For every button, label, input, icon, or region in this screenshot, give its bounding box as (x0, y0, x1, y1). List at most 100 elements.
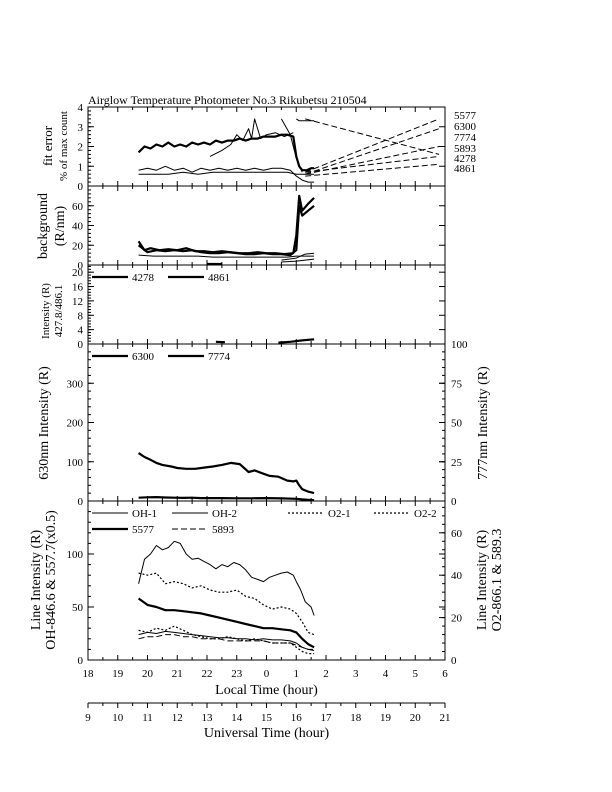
x-tick-label: 20 (142, 668, 154, 680)
series-line-dash (305, 163, 440, 177)
ut-tick-label: 17 (321, 712, 333, 724)
y-tick-label: 2 (78, 142, 84, 154)
y-tick-label: 200 (67, 418, 84, 430)
figure-layer: 0123402040600481216200100200300025507510… (29, 102, 505, 741)
y-axis-label: OH-846.6 & 557.7(x0.5) (44, 510, 59, 650)
legend-label: OH-1 (132, 508, 157, 520)
y-axis-label: 427.8/486.1 (53, 285, 65, 338)
series-line-thick (137, 194, 315, 256)
y-axis-label: 630nm Intensity (R) (37, 366, 52, 480)
ut-tick-label: 19 (380, 712, 392, 724)
y-right-tick-label: 75 (451, 378, 463, 390)
y-right-tick-label: 100 (451, 339, 468, 351)
y-tick-label: 0 (78, 260, 84, 272)
y-tick-label: 0 (78, 181, 84, 193)
ut-tick-label: 21 (440, 712, 451, 724)
x-tick-label: 4 (383, 668, 389, 680)
y-axis-label: (R/nm) (53, 205, 68, 246)
series-end-label: 5893 (454, 143, 477, 155)
x-tick-label: 5 (413, 668, 419, 680)
y-tick-label: 0 (78, 496, 84, 508)
ut-tick-label: 16 (291, 712, 303, 724)
chart-title: Airglow Temperature Photometer No.3 Riku… (88, 93, 367, 107)
legend-label: 4278 (132, 272, 155, 284)
y-axis-label: % of max count (58, 111, 70, 181)
series-end-label: 5577 (454, 110, 477, 122)
legend-label: O2-2 (414, 508, 437, 520)
x-tick-label: 22 (202, 668, 213, 680)
series-line-OH-1 (138, 540, 315, 616)
y-right-tick-label: 20 (451, 613, 463, 625)
ut-tick-label: 18 (350, 712, 362, 724)
legend-label: O2-1 (328, 508, 351, 520)
x-tick-label: 19 (112, 668, 124, 680)
ut-axis-label: Universal Time (hour) (204, 726, 330, 741)
panel-frame (87, 343, 446, 502)
y-tick-label: 3 (78, 122, 84, 134)
x-tick-label: 0 (264, 668, 270, 680)
series-line-thick (137, 204, 315, 257)
legend-label: 7774 (208, 351, 231, 363)
x-axis-label: Local Time (hour) (215, 683, 318, 698)
y-right-tick-label: 0 (451, 655, 457, 667)
legend-label: 4861 (208, 272, 230, 284)
y-tick-label: 0 (78, 339, 84, 351)
series-line-dash (305, 155, 440, 173)
ut-tick-label: 15 (261, 712, 273, 724)
y-right-axis-label: Line Intensity (R) (475, 530, 490, 631)
series-line-thin (281, 258, 315, 263)
y-tick-label: 100 (67, 457, 84, 469)
ut-tick-label: 9 (85, 712, 91, 724)
y-right-tick-label: 25 (451, 457, 463, 469)
y-tick-label: 0 (78, 655, 84, 667)
series-end-label: 4861 (454, 163, 476, 175)
series-line-thin (138, 254, 315, 258)
legend-label: 6300 (132, 351, 155, 363)
x-tick-label: 21 (172, 668, 183, 680)
series-line-thin (209, 118, 294, 157)
series-line-5577 (137, 597, 315, 649)
y-right-axis-label: O2-866.1 & 589.3 (490, 529, 505, 632)
y-right-tick-label: 40 (451, 570, 463, 582)
y-tick-label: 100 (67, 549, 84, 561)
y-tick-label: 60 (72, 201, 84, 213)
y-tick-label: 4 (78, 325, 84, 337)
ut-tick-label: 12 (172, 712, 183, 724)
legend-label: 5577 (132, 524, 155, 536)
series-line-7774 (138, 496, 315, 502)
series-line-thin (280, 118, 303, 173)
ut-tick-label: 20 (410, 712, 422, 724)
ut-tick-label: 11 (142, 712, 153, 724)
series-line-6300 (137, 452, 315, 495)
y-right-axis-label: 777nm Intensity (R) (476, 366, 491, 480)
y-tick-label: 20 (72, 240, 84, 252)
series-line-thin (296, 118, 315, 122)
x-tick-label: 23 (231, 668, 243, 680)
series-line-O2-1 (138, 572, 315, 636)
y-tick-label: 12 (72, 296, 83, 308)
y-right-tick-label: 60 (451, 528, 463, 540)
legend-label: 5893 (212, 524, 235, 536)
series-line-thin (138, 171, 315, 175)
y-tick-label: 50 (72, 602, 84, 614)
y-tick-label: 8 (78, 310, 84, 322)
y-tick-label: 20 (72, 267, 84, 279)
x-tick-label: 3 (353, 668, 359, 680)
series-line-dash (305, 128, 440, 175)
ut-tick-label: 13 (202, 712, 214, 724)
x-tick-label: 2 (323, 668, 329, 680)
series-line-4861 (278, 338, 315, 344)
series-end-label: 4278 (454, 153, 477, 165)
ut-tick-label: 10 (112, 712, 124, 724)
y-axis-label: Line Intensity (R) (29, 530, 44, 631)
x-tick-label: 18 (83, 668, 95, 680)
series-line-5893 (138, 634, 315, 650)
series-end-label: 7774 (454, 132, 477, 144)
x-tick-label: 6 (442, 668, 448, 680)
series-end-label: 6300 (454, 121, 477, 133)
y-tick-label: 1 (78, 161, 84, 173)
legend-label: OH-2 (212, 508, 237, 520)
y-axis-label: fit error (40, 125, 55, 166)
y-axis-label: background (36, 193, 51, 259)
y-tick-label: 16 (72, 282, 84, 294)
